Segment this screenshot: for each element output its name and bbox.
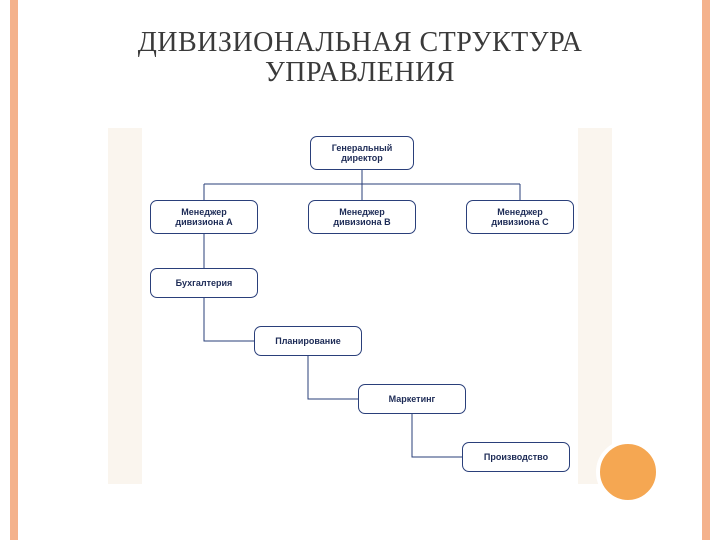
node-mgr-c: Менеджер дивизиона С [466, 200, 574, 234]
node-accounting: Бухгалтерия [150, 268, 258, 298]
node-root: Генеральный директор [310, 136, 414, 170]
decor-circle-icon [596, 440, 660, 504]
node-production: Производство [462, 442, 570, 472]
node-production-label: Производство [484, 452, 548, 462]
node-root-label: Генеральный директор [332, 143, 393, 164]
page-title-text: ДИВИЗИОНАЛЬНАЯ СТРУКТУРАУПРАВЛЕНИЯ [138, 27, 583, 88]
node-mgr-c-label: Менеджер дивизиона С [491, 207, 548, 228]
node-mgr-b-label: Менеджер дивизиона В [333, 207, 390, 228]
node-planning-label: Планирование [275, 336, 341, 346]
node-mgr-b: Менеджер дивизиона В [308, 200, 416, 234]
node-mgr-a: Менеджер дивизиона А [150, 200, 258, 234]
node-marketing: Маркетинг [358, 384, 466, 414]
node-planning: Планирование [254, 326, 362, 356]
node-mgr-a-label: Менеджер дивизиона А [175, 207, 232, 228]
node-accounting-label: Бухгалтерия [176, 278, 233, 288]
diagram-sidebar-left [108, 128, 142, 484]
page-title: ДИВИЗИОНАЛЬНАЯ СТРУКТУРАУПРАВЛЕНИЯ [0, 28, 720, 88]
node-marketing-label: Маркетинг [389, 394, 436, 404]
diagram-sidebar-right [578, 128, 612, 484]
